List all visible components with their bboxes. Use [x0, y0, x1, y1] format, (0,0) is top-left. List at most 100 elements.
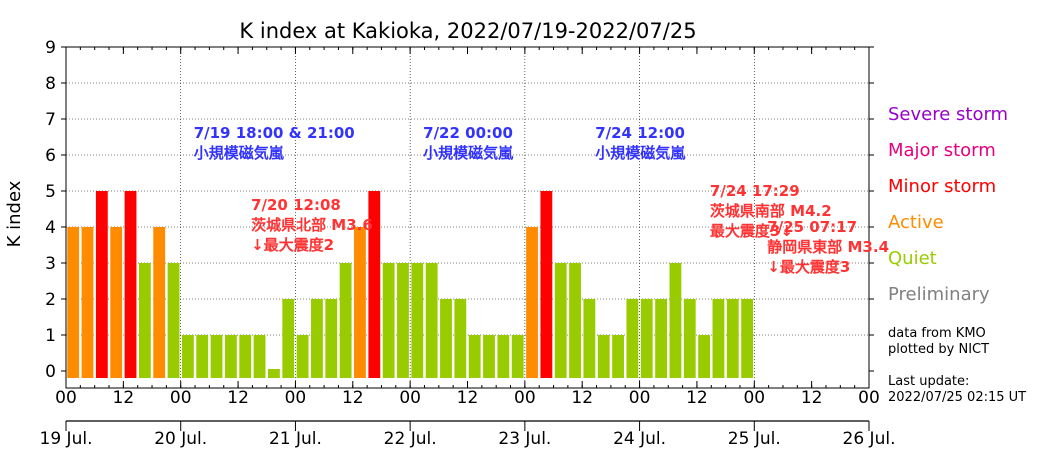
bar-18	[325, 299, 338, 378]
date-label-1: 20 Jul.	[154, 429, 207, 449]
x-hour-label-10: 00	[629, 388, 651, 408]
annotation-4-line-2: 最大震度3↓	[710, 222, 793, 240]
bar-40	[640, 299, 653, 378]
chart-title: K index at Kakioka, 2022/07/19-2022/07/2…	[239, 19, 696, 43]
bar-2	[95, 191, 108, 378]
bar-12	[239, 335, 252, 378]
plotted-note: plotted by NICT	[888, 342, 990, 357]
annotation-2-line-0: 7/24 12:00	[595, 124, 685, 142]
x-hour-label-6: 00	[399, 388, 421, 408]
update-time: 2022/07/25 02:15 UT	[888, 390, 1027, 405]
x-hour-label-12: 00	[743, 388, 765, 408]
legend-quiet: Quiet	[888, 248, 937, 269]
bar-43	[683, 299, 696, 378]
bar-17	[311, 299, 323, 378]
legend-minor-storm: Minor storm	[888, 176, 997, 197]
bar-45	[712, 299, 725, 378]
bar-24	[411, 263, 424, 378]
bar-27	[454, 299, 467, 378]
bar-4	[124, 191, 137, 378]
bar-37	[597, 335, 610, 378]
x-hour-label-9: 12	[571, 388, 593, 408]
x-hour-label-2: 00	[170, 388, 192, 408]
bar-28	[468, 335, 481, 378]
x-hour-label-4: 00	[285, 388, 307, 408]
bar-5	[138, 263, 151, 378]
bar-29	[483, 335, 495, 378]
annotation-3-line-0: 7/20 12:08	[251, 196, 341, 214]
x-hour-label-1: 12	[113, 388, 135, 408]
annotation-5-line-1: 静岡県東部 M3.4	[767, 238, 889, 256]
annotation-4-line-1: 茨城県南部 M4.2	[710, 202, 832, 220]
bar-9	[196, 335, 209, 378]
bar-1	[81, 227, 94, 378]
bar-16	[296, 335, 309, 378]
update-label: Last update:	[888, 374, 970, 389]
y-ticks: 0 1 2 3 4 5 6 7 8 9	[45, 38, 874, 382]
legend-preliminary: Preliminary	[888, 284, 990, 305]
date-label-4: 23 Jul.	[498, 429, 551, 449]
annotation-5-line-0: 7/25 07:17	[767, 218, 857, 236]
bar-39	[626, 299, 639, 378]
source-note: data from KMO	[888, 326, 986, 341]
bars	[67, 191, 754, 378]
annotation-1-line-0: 7/22 00:00	[423, 124, 513, 142]
annotation-0-line-1: 小規模磁気嵐	[194, 144, 285, 162]
bar-30	[497, 335, 510, 378]
bar-19	[339, 263, 352, 378]
y-tick-label-6: 6	[45, 146, 56, 166]
date-label-5: 24 Jul.	[613, 429, 666, 449]
bar-21	[368, 191, 381, 378]
legend-major-storm: Major storm	[888, 140, 996, 161]
x-hour-label-3: 12	[227, 388, 249, 408]
x-hour-label-7: 12	[457, 388, 479, 408]
y-tick-label-0: 0	[45, 362, 56, 382]
y-tick-label-7: 7	[45, 110, 56, 130]
bar-44	[698, 335, 711, 378]
x-hour-label-11: 12	[686, 388, 708, 408]
bar-46	[726, 299, 739, 378]
bar-35	[569, 263, 581, 378]
bar-20	[354, 227, 366, 378]
bar-33	[540, 191, 553, 378]
date-label-7: 26 Jul.	[843, 429, 896, 449]
y-tick-label-5: 5	[45, 182, 56, 202]
annotations: 7/19 18:00 & 21:00 小規模磁気嵐 7/22 00:00 小規模磁気嵐…	[194, 124, 889, 276]
bar-26	[440, 299, 452, 378]
bar-32	[526, 227, 538, 378]
annotation-3-line-1: 茨城県北部 M3.6	[251, 216, 373, 234]
date-label-3: 22 Jul.	[384, 429, 437, 449]
x-hour-label-5: 12	[342, 388, 364, 408]
bar-0	[67, 227, 80, 378]
x-hour-label-13: 12	[801, 388, 823, 408]
x-hour-label-14: 00	[858, 388, 880, 408]
bar-11	[224, 335, 237, 378]
bar-38	[612, 335, 624, 378]
bar-25	[425, 263, 438, 378]
bar-41	[655, 299, 667, 378]
legend-severe-storm: Severe storm	[888, 104, 1009, 125]
bar-8	[181, 335, 194, 378]
y-axis-label: K index	[4, 180, 25, 247]
bar-15	[282, 299, 295, 378]
bar-31	[511, 335, 524, 378]
bar-10	[210, 335, 223, 378]
date-label-2: 21 Jul.	[269, 429, 322, 449]
y-tick-label-9: 9	[45, 38, 56, 58]
y-tick-label-4: 4	[45, 218, 56, 238]
bar-6	[153, 227, 166, 378]
annotation-3-line-2: ↓最大震度2	[251, 236, 334, 254]
x-hour-label-8: 00	[514, 388, 536, 408]
bar-3	[110, 227, 123, 378]
y-tick-label-2: 2	[45, 290, 56, 310]
y-tick-label-3: 3	[45, 254, 56, 274]
bar-14	[268, 369, 280, 378]
date-label-6: 25 Jul.	[728, 429, 781, 449]
bar-7	[167, 263, 180, 378]
date-label-0: 19 Jul.	[40, 429, 93, 449]
bar-34	[554, 263, 567, 378]
bar-36	[583, 299, 596, 378]
bar-23	[397, 263, 409, 378]
